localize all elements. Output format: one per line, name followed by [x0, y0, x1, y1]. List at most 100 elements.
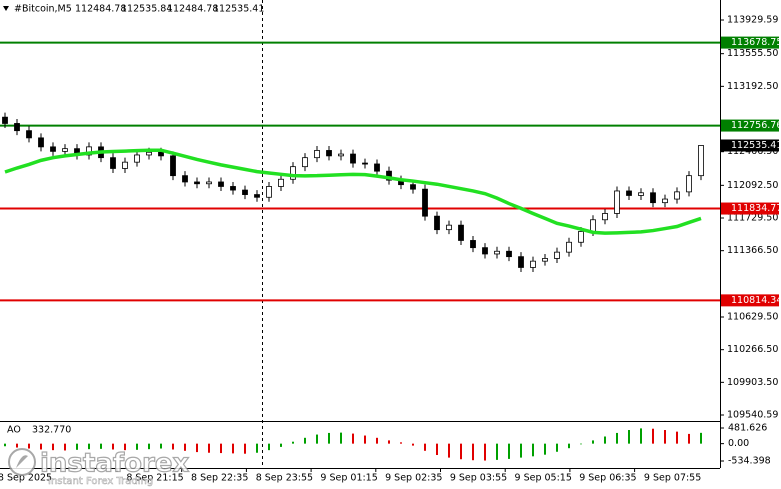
header-arrow: [3, 6, 9, 11]
ao-bar: [76, 443, 78, 450]
level-label: 112756.76: [731, 120, 781, 131]
ao-bar: [52, 443, 54, 451]
ao-bar: [664, 430, 666, 444]
candle-body: [314, 150, 320, 159]
ao-bar: [40, 443, 42, 450]
ao-bar: [556, 443, 558, 452]
header-ohlc: 112535.41: [213, 4, 264, 15]
candle-body: [206, 181, 212, 185]
candle-body: [374, 163, 380, 172]
ao-value: 332.770: [32, 425, 71, 436]
level-label-box: [721, 36, 779, 49]
ao-tick-label: 0.00: [728, 438, 749, 449]
ao-bar: [280, 443, 282, 447]
ao-bar: [16, 443, 18, 448]
ao-bar: [28, 443, 30, 449]
candle-body: [650, 192, 656, 204]
candle-body: [470, 240, 476, 249]
ao-bar: [436, 443, 438, 456]
ao-bar: [352, 433, 354, 444]
candle-body: [602, 213, 608, 221]
level-label-box: [721, 119, 779, 132]
candle-body: [434, 215, 440, 231]
candle-body: [158, 151, 164, 157]
ao-bar: [508, 443, 510, 459]
x-tick-label: 9 Sep 07:55: [644, 473, 701, 484]
ao-bar: [676, 431, 678, 444]
candle-body: [494, 250, 500, 255]
candle-body: [458, 224, 464, 241]
ao-bar: [616, 432, 618, 444]
ao-bar: [88, 443, 90, 450]
ao-bar: [484, 443, 486, 461]
candle-body: [86, 146, 92, 156]
current-price-label: 112535.41: [731, 140, 781, 151]
x-tick-label: 9 Sep 03:55: [450, 473, 507, 484]
y-tick-label: 110266.50: [727, 344, 778, 355]
x-tick-label: 9 Sep 05:15: [515, 473, 572, 484]
y-tick-label: 113929.59: [727, 15, 778, 26]
ao-bar: [184, 443, 186, 451]
header-ohlc: 112484.78: [167, 4, 218, 15]
candle-body: [386, 170, 392, 181]
x-tick-label: 9 Sep 01:15: [320, 473, 377, 484]
candle-body: [518, 256, 524, 268]
candle-body: [38, 137, 44, 148]
candle-body: [422, 188, 428, 217]
ao-bar: [424, 443, 426, 451]
watermark-tagline: Instant Forex Trading: [48, 476, 153, 487]
candle-body: [530, 260, 536, 268]
ao-bar: [460, 443, 462, 460]
ao-bar: [592, 440, 594, 444]
candle-body: [290, 166, 296, 180]
candle-body: [626, 190, 632, 196]
y-tick-label: 110629.50: [727, 312, 778, 323]
symbol-title: #Bitcoin,M5: [14, 4, 72, 15]
ao-bar: [496, 443, 498, 460]
x-tick-label: 8 Sep 22:35: [191, 473, 248, 484]
ao-bar: [376, 437, 378, 444]
candle-body: [686, 175, 692, 193]
candle-body: [50, 146, 56, 152]
ao-bar: [580, 443, 582, 445]
candle-body: [254, 194, 260, 198]
header-ohlc: 112535.84: [121, 4, 172, 15]
ao-tick-label: 481.626: [728, 423, 767, 434]
candle-body: [542, 258, 548, 262]
ao-bar: [448, 443, 450, 458]
x-tick-label: 9 Sep 06:35: [579, 473, 636, 484]
ao-bar: [688, 433, 690, 444]
ao-bar: [700, 432, 702, 444]
candle-body: [482, 247, 488, 255]
candle-body: [662, 198, 668, 204]
ao-bar: [124, 443, 126, 451]
candle-body: [578, 231, 584, 243]
level-label: 111834.77: [731, 203, 781, 214]
candle-body: [218, 181, 224, 187]
moving-average: [4, 148, 702, 235]
ao-bar: [220, 443, 222, 454]
ao-bar: [232, 443, 234, 454]
x-tick-label: 8 Sep 23:55: [256, 473, 313, 484]
x-tick-label: 8 Sep 2025: [0, 473, 52, 484]
ao-bar: [640, 428, 642, 444]
ao-bar: [244, 443, 246, 454]
y-tick-label: 111729.50: [727, 213, 778, 224]
x-tick-label: 8 Sep 21:15: [126, 473, 183, 484]
ao-bar: [328, 432, 330, 444]
candle-body: [14, 123, 20, 132]
y-tick-label: 112466.50: [727, 146, 778, 157]
candle-body: [194, 181, 200, 185]
candle-body: [326, 150, 332, 157]
candle-body: [182, 175, 188, 183]
candle-body: [410, 184, 416, 190]
ao-tick-label: -534.398: [728, 455, 771, 466]
ao-bar: [208, 443, 210, 453]
y-tick-label: 109903.50: [727, 377, 778, 388]
ao-bar: [316, 434, 318, 444]
ao-bar: [136, 443, 138, 450]
ao-bar: [472, 443, 474, 461]
candle-body: [638, 192, 644, 196]
candle-body: [122, 161, 128, 169]
